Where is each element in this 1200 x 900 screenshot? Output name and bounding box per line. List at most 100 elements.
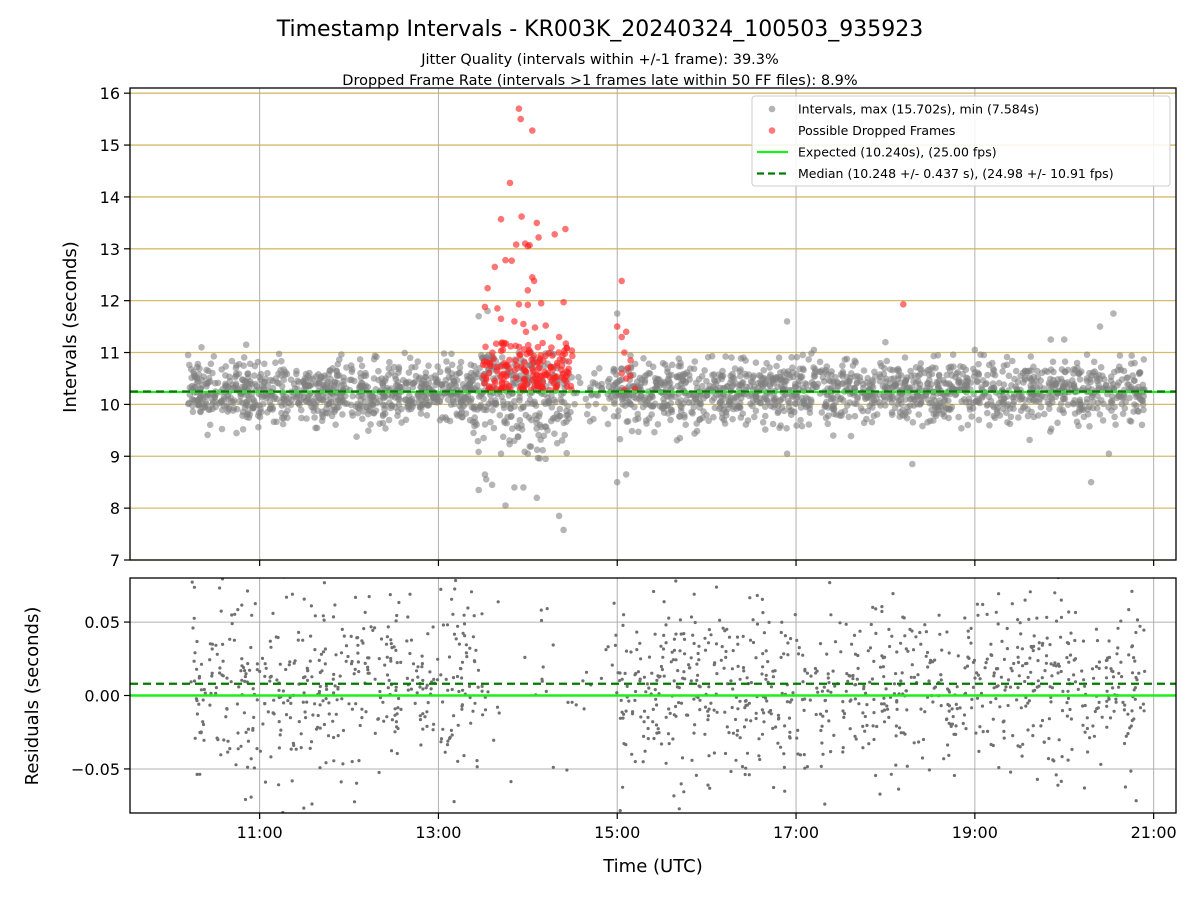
interval-point (651, 428, 658, 436)
dropped-frame-point (494, 305, 501, 312)
residual-point (421, 727, 425, 731)
residual-point (771, 675, 776, 679)
interval-point (1032, 378, 1040, 386)
interval-point (285, 395, 293, 402)
residual-point (926, 665, 930, 669)
residual-point (210, 642, 214, 646)
interval-point (401, 349, 409, 357)
dropped-frame-point (560, 298, 567, 306)
residual-point (249, 795, 253, 799)
interval-point (518, 422, 525, 429)
interval-point (1021, 376, 1029, 383)
residual-point (1010, 602, 1014, 606)
dropped-frame-point (624, 364, 632, 372)
residual-point (662, 633, 666, 638)
residual-point (448, 735, 452, 739)
residual-point (441, 623, 445, 627)
residual-point (282, 701, 286, 705)
residual-point (939, 678, 943, 682)
residual-point (373, 626, 377, 630)
interval-point (315, 382, 322, 390)
interval-point (605, 383, 613, 390)
residual-point (324, 697, 328, 701)
residual-point (230, 613, 234, 617)
residual-point (895, 707, 899, 712)
residual-point (998, 705, 1002, 709)
interval-point (785, 371, 793, 379)
interval-point (556, 405, 564, 413)
interval-point (272, 375, 280, 382)
residual-point (248, 668, 252, 672)
interval-point (418, 404, 425, 412)
interval-point (703, 377, 710, 385)
interval-point (275, 370, 282, 378)
residual-point (919, 707, 923, 711)
residual-point (243, 675, 247, 679)
residual-point (349, 634, 353, 639)
interval-point (963, 384, 971, 392)
residual-point (244, 730, 248, 735)
residual-point (697, 684, 701, 688)
residual-point (730, 667, 735, 671)
interval-point (651, 400, 659, 408)
residual-point (1127, 653, 1131, 657)
residual-point (428, 554, 431, 557)
interval-point (509, 425, 516, 433)
residual-point (1057, 664, 1061, 668)
dropped-frame-point (545, 349, 553, 357)
residual-point (395, 725, 399, 729)
interval-point (1059, 406, 1066, 414)
residual-point (730, 705, 734, 710)
residual-point (729, 679, 733, 683)
interval-point (971, 346, 979, 354)
residual-point (1111, 686, 1115, 690)
interval-point (278, 409, 285, 417)
interval-point (728, 354, 735, 361)
interval-point (575, 373, 582, 381)
interval-point (338, 398, 345, 405)
residual-point (1083, 703, 1087, 708)
residual-point (848, 727, 852, 731)
interval-point (601, 405, 608, 412)
residual-point (1068, 653, 1073, 657)
residual-point (656, 674, 660, 678)
interval-point (506, 440, 513, 448)
residual-point (650, 671, 654, 675)
residual-point (1079, 536, 1082, 539)
residual-point (255, 662, 259, 666)
residual-point (931, 700, 935, 704)
residual-point (774, 725, 778, 729)
residual-point (1088, 736, 1092, 740)
residual-point (762, 711, 766, 715)
residual-point (1083, 730, 1087, 734)
residual-point (416, 675, 420, 679)
interval-point (502, 502, 509, 509)
interval-point (367, 421, 374, 428)
residual-point (904, 647, 908, 651)
residual-point (975, 696, 980, 700)
residual-point (301, 638, 305, 642)
residual-point (703, 636, 707, 640)
interval-point (710, 413, 717, 421)
residual-point (316, 713, 320, 718)
residual-point (439, 587, 443, 592)
residual-point (900, 671, 904, 675)
residual-point (850, 642, 854, 646)
residual-point (1015, 698, 1019, 702)
interval-point (798, 422, 806, 430)
residual-point (939, 704, 943, 708)
residual-point (389, 659, 393, 663)
residual-point (210, 647, 214, 651)
residual-point (958, 706, 962, 710)
dropped-frame-point (520, 320, 527, 328)
interval-point (244, 409, 252, 416)
residual-point (1029, 670, 1033, 674)
residual-point (985, 657, 989, 661)
residual-point (899, 641, 903, 645)
residual-point (937, 613, 941, 617)
interval-point (381, 402, 389, 409)
interval-point (467, 375, 475, 382)
intervals-y-tick-label: 7 (110, 551, 120, 570)
residual-point (287, 663, 291, 667)
interval-point (550, 396, 558, 404)
